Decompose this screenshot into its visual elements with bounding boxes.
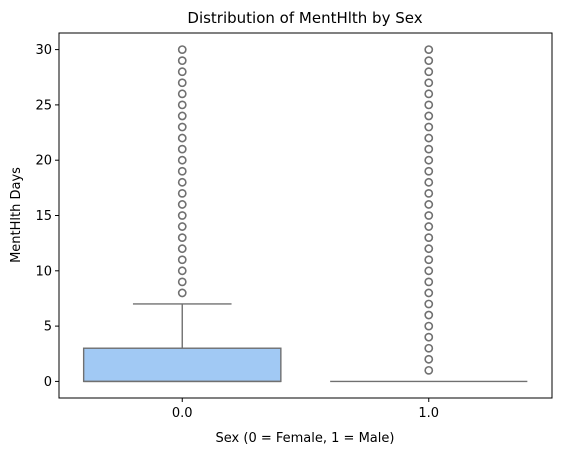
y-tick-label: 10 (35, 264, 52, 279)
outlier-point (424, 67, 434, 77)
outlier-point (424, 188, 434, 198)
y-tick-label: 15 (35, 209, 52, 224)
outlier-point (424, 122, 434, 132)
outlier-point (424, 211, 434, 220)
outlier-point (177, 133, 187, 143)
outlier-point (424, 222, 434, 231)
chart-title: Distribution of MentHlth by Sex (187, 9, 422, 27)
outlier-point (177, 211, 187, 220)
outlier-point (177, 222, 187, 231)
outlier-point (424, 365, 434, 375)
outlier-point (177, 89, 187, 99)
outlier-point (177, 244, 187, 254)
y-axis-label: MentHlth Days (9, 167, 24, 263)
outlier-point (424, 100, 434, 110)
y-tick-label: 25 (35, 98, 52, 113)
y-tick-label: 5 (44, 320, 52, 335)
outlier-point (177, 122, 187, 132)
plot-area (82, 45, 528, 383)
outlier-point (177, 233, 187, 243)
outlier-point (424, 310, 434, 320)
outlier-point (424, 354, 434, 364)
outlier-point (424, 244, 434, 254)
x-axis: 0.0 1.0 (172, 398, 439, 421)
box-group-1 (330, 45, 528, 383)
outlier-point (177, 155, 187, 165)
outlier-point (177, 188, 187, 198)
outlier-point (424, 288, 434, 298)
y-tick-label: 30 (35, 43, 52, 58)
plot-frame (58, 32, 553, 399)
outlier-point (424, 78, 434, 88)
outlier-point (177, 277, 187, 287)
outlier-point (424, 200, 434, 209)
outlier-point (424, 166, 434, 176)
outlier-point (177, 78, 187, 88)
outlier-point (424, 111, 434, 121)
outlier-point (424, 343, 434, 353)
outlier-point (424, 177, 434, 187)
outlier-point (424, 155, 434, 165)
y-tick-label: 20 (35, 154, 52, 169)
x-axis-label: Sex (0 = Female, 1 = Male) (216, 431, 395, 446)
outlier-point (177, 266, 187, 276)
outlier-point (424, 233, 434, 243)
outlier-point (177, 177, 187, 187)
outlier-point (424, 299, 434, 309)
outlier-point (177, 100, 187, 110)
iqr-box (82, 347, 282, 383)
outlier-point (424, 89, 434, 99)
outlier-point (424, 321, 434, 331)
outlier-point (424, 133, 434, 143)
box-group-0 (82, 45, 282, 383)
outlier-point (177, 111, 187, 121)
outlier-point (177, 288, 187, 298)
outlier-point (177, 166, 187, 176)
outlier-point (177, 45, 187, 54)
x-tick-label: 1.0 (418, 406, 439, 421)
outlier-point (424, 266, 434, 276)
outlier-point (177, 67, 187, 77)
y-tick-label: 0 (44, 375, 52, 390)
outlier-point (177, 144, 187, 154)
outlier-point (424, 277, 434, 287)
outlier-point (177, 56, 187, 66)
outlier-point (177, 255, 187, 265)
outlier-point (424, 45, 434, 54)
outlier-point (424, 255, 434, 265)
outlier-point (424, 332, 434, 342)
outlier-point (177, 200, 187, 209)
y-axis: 0 5 10 15 20 25 30 (35, 43, 59, 390)
outlier-point (424, 144, 434, 154)
outlier-point (424, 56, 434, 66)
x-tick-label: 0.0 (172, 406, 193, 421)
